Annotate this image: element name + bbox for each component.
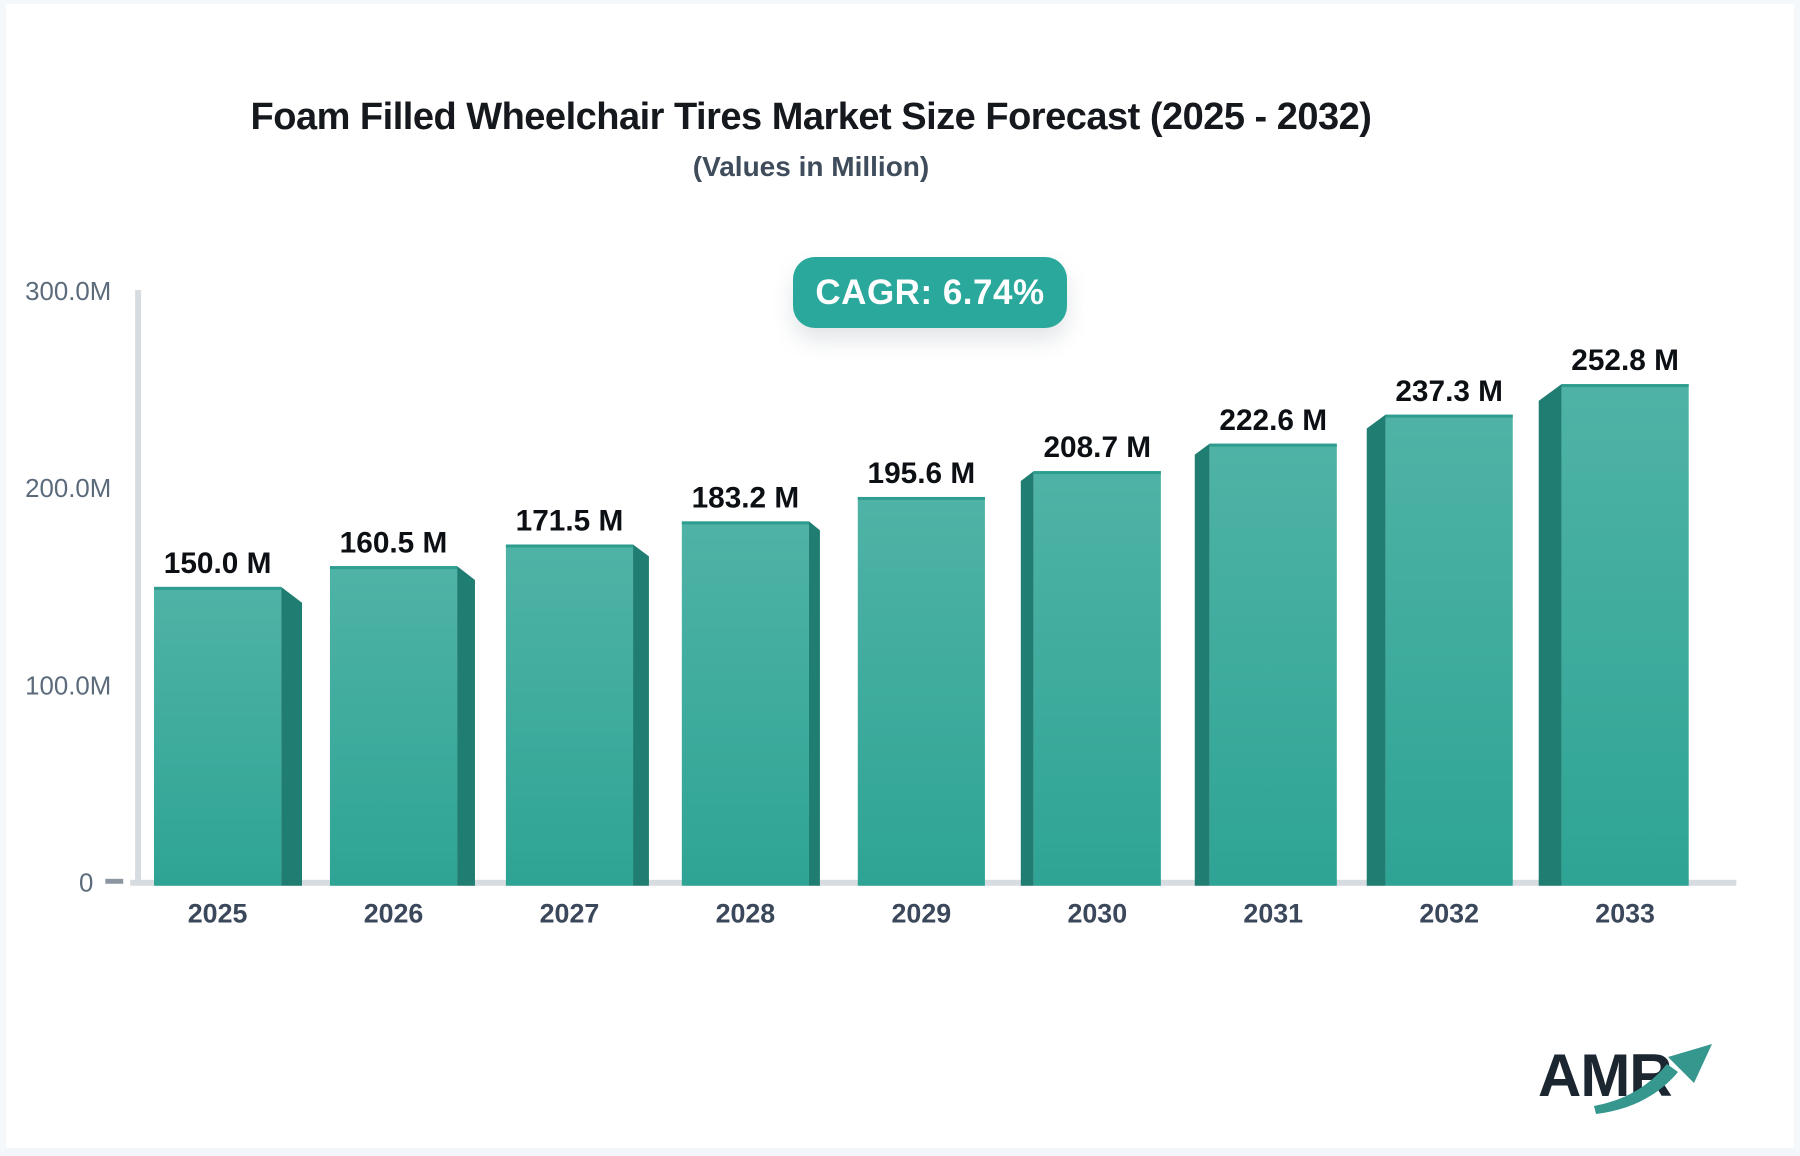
x-tick-label: 2033 [1595, 898, 1655, 928]
bar-2026[interactable] [329, 566, 458, 886]
bar-value-label: 183.2 M [692, 482, 800, 515]
bar-side-face [1020, 471, 1034, 886]
cagr-badge: CAGR: 6.74% [793, 257, 1067, 328]
logo-arrow-head [1668, 1044, 1712, 1083]
bar-value-label: 195.6 M [868, 457, 976, 490]
bar-side-face [457, 566, 475, 886]
bar-value-label: 222.6 M [1219, 404, 1327, 437]
x-tick-label: 2025 [188, 898, 248, 928]
logo-arrow-swoosh [1594, 1064, 1678, 1114]
bar-2032[interactable] [1385, 414, 1513, 886]
y-tick-label: 0 [79, 870, 93, 898]
bar-side-face [281, 586, 303, 886]
bar-2028[interactable] [681, 521, 809, 886]
amr-logo-text: AMR [1538, 1042, 1672, 1109]
bar-side-face [1366, 414, 1386, 886]
chart-subtitle: (Values in Million) [692, 151, 930, 182]
amr-logo: AMR [1538, 1042, 1712, 1114]
bar-value-label: 171.5 M [516, 505, 624, 538]
bar-chart: 0 100.0M 200.0M 300.0M 150.0 M 2025 160.5 M 202… [25, 278, 1737, 928]
x-tick-label: 2026 [364, 898, 424, 928]
zero-tick-mark [105, 878, 124, 884]
bar-value-label: 252.8 M [1571, 344, 1679, 377]
bar-value-label: 237.3 M [1395, 375, 1503, 408]
bar-value-label: 150.0 M [164, 547, 272, 580]
x-tick-label: 2029 [892, 898, 952, 928]
x-tick-label: 2030 [1067, 898, 1127, 928]
x-tick-label: 2027 [540, 898, 600, 928]
bar-2031[interactable] [1209, 443, 1337, 886]
bar-side-face [808, 521, 820, 886]
y-tick-label: 300.0M [25, 278, 111, 306]
x-tick-label: 2028 [716, 898, 776, 928]
bar-side-face [633, 544, 649, 886]
bar-value-label: 160.5 M [340, 526, 448, 559]
x-tick-label: 2032 [1419, 898, 1479, 928]
bar-2030[interactable] [1033, 471, 1161, 886]
x-tick-label: 2031 [1243, 898, 1303, 928]
bar-side-face [1194, 443, 1210, 886]
y-axis-line [135, 290, 142, 885]
bar-side-face [1538, 384, 1562, 886]
bar-2033[interactable] [1561, 384, 1689, 886]
y-tick-label: 100.0M [25, 672, 111, 700]
bar-2029[interactable] [857, 496, 985, 886]
chart-title: Foam Filled Wheelchair Tires Market Size… [250, 96, 1372, 138]
y-tick-label: 200.0M [25, 475, 111, 503]
bar-2025[interactable] [154, 586, 282, 886]
bar-value-label: 208.7 M [1043, 431, 1151, 464]
bar-2027[interactable] [505, 544, 634, 886]
